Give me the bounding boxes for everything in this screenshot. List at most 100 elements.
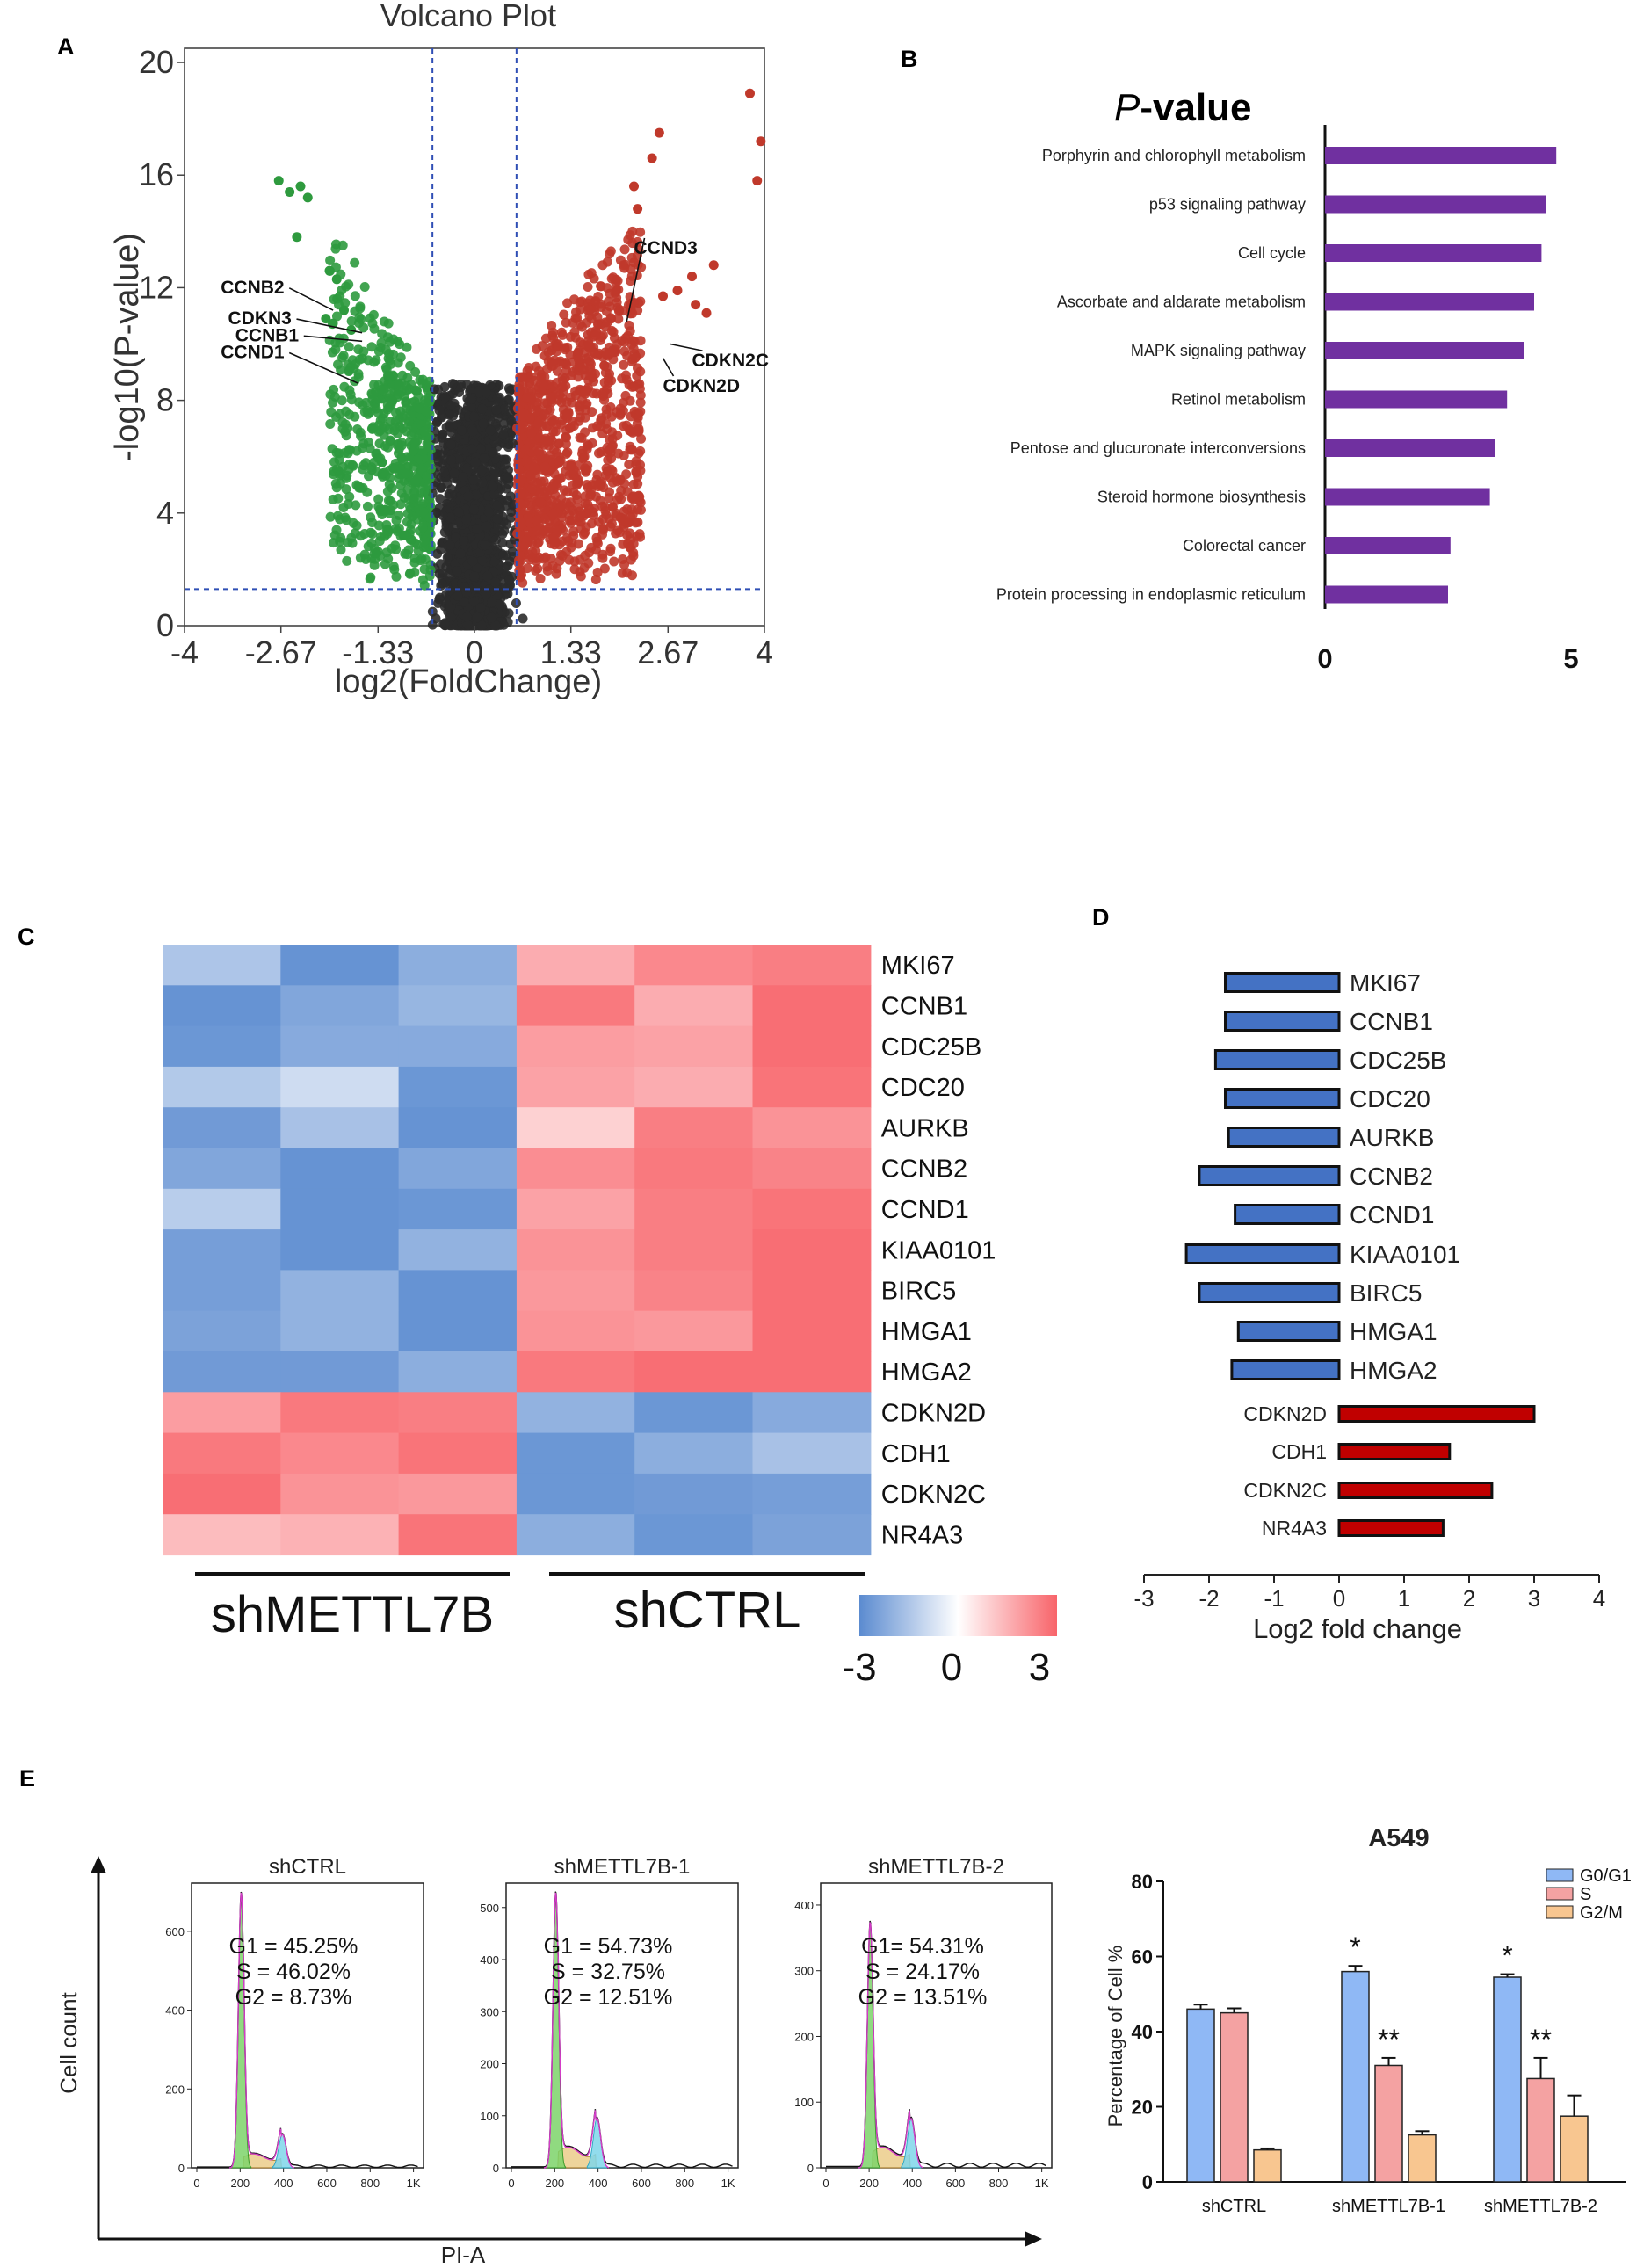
volcano-point xyxy=(377,457,387,467)
flow-xtick-label: 200 xyxy=(230,2177,250,2190)
volcano-point xyxy=(373,494,384,504)
pvalue-category-label: Porphyrin and chlorophyll metabolism xyxy=(1042,147,1306,164)
volcano-point xyxy=(424,395,435,406)
volcano-point xyxy=(599,563,610,574)
volcano-point xyxy=(605,434,615,445)
volcano-point xyxy=(475,444,486,454)
volcano-ytick-label: 20 xyxy=(139,44,174,80)
volcano-point xyxy=(518,613,528,624)
volcano-point xyxy=(445,439,456,450)
heatmap-cell xyxy=(280,1351,400,1393)
heatmap-cell xyxy=(516,1229,635,1271)
volcano-point xyxy=(617,373,627,384)
heatmap-cell xyxy=(398,1066,518,1108)
flow-ytick-label: 100 xyxy=(794,2096,814,2109)
volcano-point-up xyxy=(752,176,763,186)
cellcycle-bar xyxy=(1220,2011,1249,2183)
cellcycle-bar xyxy=(1560,2115,1589,2183)
volcano-point xyxy=(482,571,493,582)
volcano-point xyxy=(458,472,468,482)
volcano-point xyxy=(602,442,612,453)
volcano-point xyxy=(397,370,408,380)
volcano-point xyxy=(462,620,473,630)
volcano-point xyxy=(367,518,378,528)
heatmap-cell xyxy=(163,1351,281,1393)
volcano-point xyxy=(357,443,367,453)
flow-arrowhead-right xyxy=(1025,2231,1042,2247)
volcano-point xyxy=(445,512,456,523)
volcano-point xyxy=(548,533,559,543)
volcano-point xyxy=(630,352,641,363)
cellcycle-bar xyxy=(1253,2148,1282,2183)
volcano-point xyxy=(344,409,355,420)
volcano-point xyxy=(635,397,646,408)
flow-model-line xyxy=(543,1892,610,2169)
volcano-point xyxy=(502,519,512,530)
volcano-point xyxy=(387,543,397,554)
heatmap-cell xyxy=(516,1432,635,1475)
volcano-point xyxy=(389,422,400,432)
volcano-point xyxy=(557,550,568,561)
volcano-point-up xyxy=(658,291,668,301)
volcano-point xyxy=(554,438,564,449)
volcano-point xyxy=(500,460,511,470)
volcano-point xyxy=(486,612,496,623)
foldchange-xlabel: Log2 fold change xyxy=(1253,1613,1462,1644)
volcano-point xyxy=(568,480,578,490)
volcano-annotation-line xyxy=(626,237,646,322)
flow-stat-label: G2 = 12.51% xyxy=(544,1985,673,2010)
volcano-point-cloud xyxy=(324,226,647,631)
flow-model-line xyxy=(858,1922,923,2169)
heatmap-cell xyxy=(398,1229,518,1271)
foldchange-bar xyxy=(1224,972,1341,993)
flow-xtick-label: 1K xyxy=(1035,2177,1049,2190)
pvalue-xtick-label: 0 xyxy=(1317,643,1332,674)
heatmap-cell xyxy=(280,1025,400,1068)
volcano-point xyxy=(631,460,641,470)
flow-ytick-label: 400 xyxy=(165,2004,185,2018)
volcano-point xyxy=(440,392,451,402)
volcano-point xyxy=(518,408,529,418)
pvalue-category-label: Colorectal cancer xyxy=(1183,537,1306,554)
foldchange-category-label: HMGA1 xyxy=(1350,1318,1437,1345)
volcano-point xyxy=(344,342,354,352)
heatmap-cell xyxy=(163,1514,281,1556)
volcano-point xyxy=(609,556,619,567)
volcano-point xyxy=(515,475,525,486)
volcano-point xyxy=(562,342,573,352)
volcano-ytick-label: 12 xyxy=(139,269,174,305)
volcano-point xyxy=(628,547,639,558)
volcano-point xyxy=(575,567,585,577)
heatmap-cell xyxy=(398,1310,518,1352)
volcano-point xyxy=(483,507,494,518)
heatmap-cell xyxy=(163,1229,281,1271)
foldchange-bar xyxy=(1337,1405,1536,1423)
heatmap-cell xyxy=(516,945,635,986)
volcano-point xyxy=(382,370,393,380)
volcano-point xyxy=(607,427,618,438)
heatmap-cell xyxy=(280,1310,400,1352)
heatmap-row-label: CCNB1 xyxy=(881,992,967,1020)
volcano-point xyxy=(583,499,593,510)
volcano-point xyxy=(497,529,508,540)
volcano-point xyxy=(575,337,585,348)
volcano-point xyxy=(461,612,472,622)
volcano-point xyxy=(627,510,638,520)
volcano-point-up xyxy=(672,286,683,296)
volcano-point xyxy=(583,330,593,340)
volcano-point xyxy=(591,491,602,502)
volcano-point xyxy=(504,385,515,395)
volcano-point xyxy=(488,447,498,458)
foldchange-bar xyxy=(1224,1011,1341,1032)
volcano-xlabel: log2(FoldChange) xyxy=(335,663,602,700)
volcano-point xyxy=(580,385,590,395)
pvalue-category-label: Protein processing in endoplasmic reticu… xyxy=(996,586,1306,604)
volcano-point xyxy=(566,371,576,381)
heatmap-group-label: shMETTL7B xyxy=(211,1586,494,1643)
foldchange-xtick-label: -3 xyxy=(1133,1585,1154,1612)
volcano-point xyxy=(525,378,535,388)
volcano-point xyxy=(584,357,595,367)
pvalue-category-label: p53 signaling pathway xyxy=(1149,196,1306,214)
volcano-point xyxy=(350,257,360,268)
cellcycle-significance-mark: * xyxy=(1350,1931,1360,1963)
